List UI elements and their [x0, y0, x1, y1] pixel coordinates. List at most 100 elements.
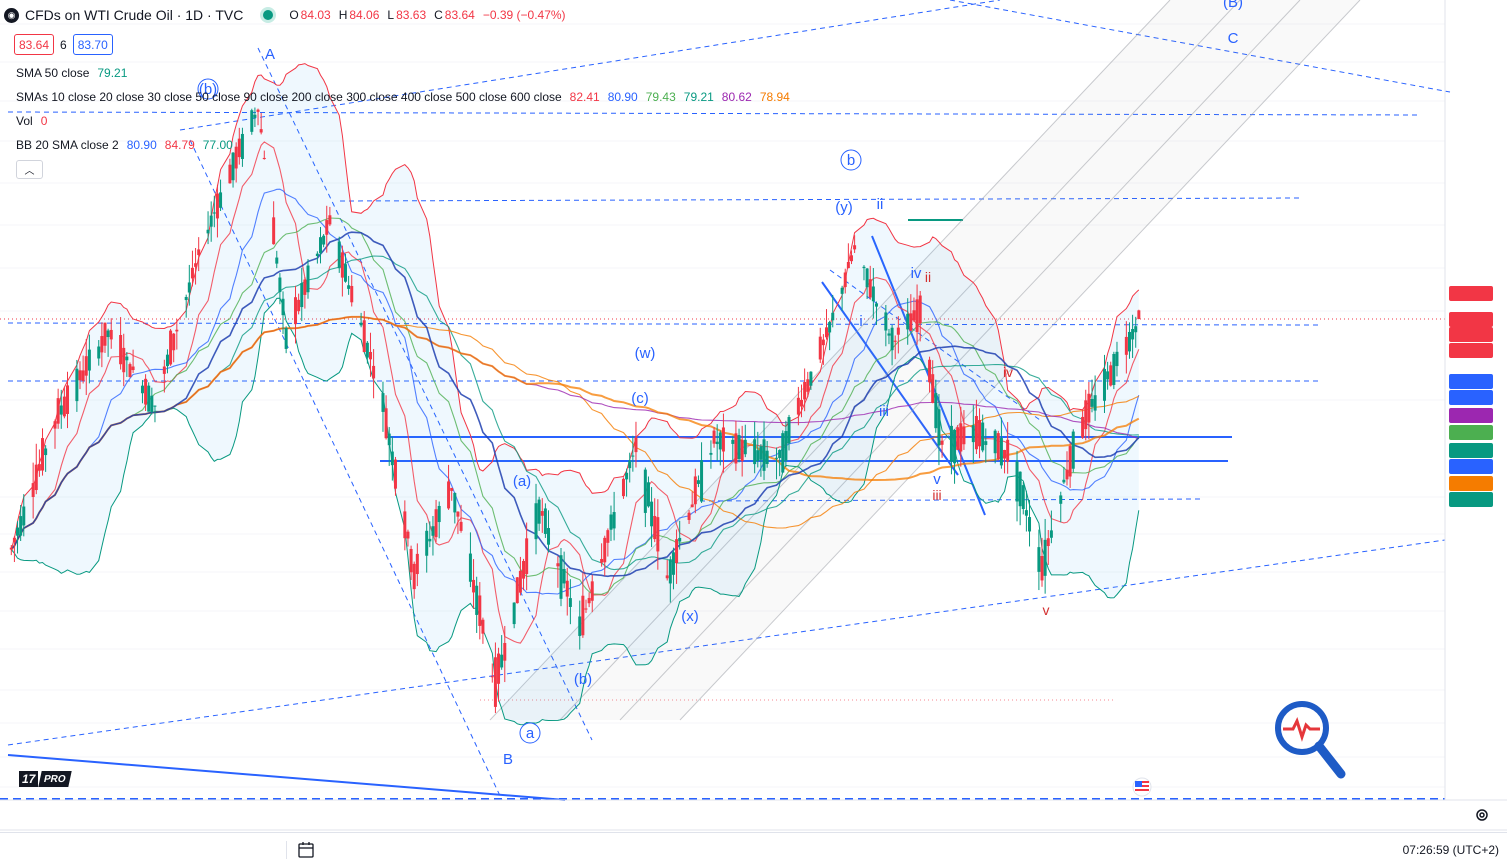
price-tag — [1449, 408, 1493, 423]
candle-body — [971, 425, 975, 443]
low-label: L — [387, 8, 395, 22]
buy-button[interactable]: 83.70 — [72, 34, 113, 55]
change-value: −0.39 (−0.47%) — [482, 8, 566, 22]
bollinger-fill — [11, 63, 1139, 725]
bollinger-bands — [10, 63, 1140, 726]
candle-body — [1115, 351, 1119, 367]
wave-label: a — [526, 725, 535, 742]
indicator-volume[interactable]: Vol 0 — [16, 114, 47, 128]
sell-button[interactable]: 83.64 — [14, 34, 55, 55]
collapse-indicators-button[interactable]: ︿ — [16, 160, 43, 179]
pitchfork-line — [679, 0, 1361, 721]
candle-body — [16, 527, 20, 536]
candle-body — [959, 423, 963, 452]
candle-body — [687, 512, 691, 520]
candle-body — [556, 563, 560, 567]
candle-body — [475, 585, 479, 615]
candle-body — [403, 511, 407, 539]
candle-body — [497, 653, 501, 684]
indicator-smas[interactable]: SMAs 10 close 20 close 30 close 50 close… — [16, 90, 790, 104]
candle-body — [119, 335, 123, 365]
candle-body — [319, 237, 323, 254]
candle-body — [1084, 400, 1088, 430]
settings-gear-icon[interactable] — [1474, 807, 1490, 823]
candle-body — [543, 508, 547, 534]
candle-body — [625, 472, 629, 480]
candle-body — [459, 521, 463, 531]
candle-body — [978, 420, 982, 447]
candle-body — [606, 530, 610, 543]
candle-body — [809, 371, 813, 386]
candle-body — [731, 439, 735, 444]
candle-body — [693, 476, 697, 505]
close-label: C — [434, 8, 443, 22]
ohlc-readout: O 84.03 H 84.06 L 83.63 C 83.64 −0.39 (−0.47… — [289, 8, 571, 22]
wave-label: i — [859, 313, 862, 330]
horizontal-level — [7, 322, 1321, 326]
candle-body — [584, 608, 588, 610]
candle-body — [678, 537, 682, 542]
candle-body — [821, 339, 825, 346]
candle-body — [169, 330, 173, 365]
horizontal-level — [339, 197, 1301, 202]
wave-label-circle — [197, 78, 219, 100]
candle-body — [303, 279, 307, 295]
wave-label: ii — [877, 196, 884, 213]
candle-body — [406, 531, 410, 539]
candle-body — [518, 570, 522, 593]
candle-body — [87, 349, 91, 371]
candle-body — [843, 272, 847, 288]
sma-value: 79.21 — [683, 90, 714, 104]
us-flag-event-icon[interactable] — [1127, 777, 1157, 797]
candle-body — [343, 264, 347, 282]
candle-body — [172, 333, 176, 351]
candle-body — [668, 559, 672, 584]
candle-body — [275, 257, 279, 264]
candle-body — [1134, 326, 1138, 333]
candle-body — [409, 548, 413, 573]
wave-label: A — [265, 46, 275, 63]
candle-body — [322, 235, 326, 245]
candle-body — [53, 421, 57, 429]
bottom-toolbar: 07:26:59 (UTC+2) — [0, 832, 1507, 865]
wave-labels: ABC(B)(b)(y) ii(w)(c)(a)(x)(b)abiivviiiii… — [197, 0, 1243, 768]
chevron-up-icon: ︿ — [24, 166, 35, 177]
candle-body — [468, 553, 472, 582]
candle-body — [1081, 416, 1085, 438]
wave-label: ii — [925, 269, 931, 285]
candle-body — [753, 439, 757, 465]
pitchfork-line — [489, 0, 1171, 721]
candle-body — [66, 385, 70, 414]
clock-timezone[interactable]: 07:26:59 (UTC+2) — [1402, 843, 1499, 857]
spread-value: 6 — [60, 37, 67, 52]
candle-body — [103, 322, 107, 346]
wave-label-circle — [840, 149, 862, 171]
wave-label: v — [1043, 602, 1050, 618]
calendar-goto-icon[interactable] — [297, 841, 315, 859]
candle-body — [272, 217, 276, 245]
candle-body — [447, 481, 451, 509]
candle-body — [228, 164, 232, 184]
candle-body — [284, 328, 288, 349]
candle-body — [996, 433, 1000, 460]
candle-body — [100, 336, 104, 353]
indicator-sma50[interactable]: SMA 50 close 79.21 — [16, 66, 127, 80]
wave-label: (b) — [574, 671, 592, 688]
price-tag — [1449, 390, 1493, 405]
indicator-bollinger[interactable]: BB 20 SMA close 2 80.90 84.79 77.00 — [16, 138, 233, 152]
candle-body — [918, 295, 922, 324]
candle-body — [231, 152, 235, 181]
candle-body — [700, 460, 704, 502]
symbol-title[interactable]: CFDs on WTI Crude Oil · 1D · TVC — [25, 7, 244, 23]
candle-body — [503, 642, 507, 661]
symbol-header[interactable]: ◉ CFDs on WTI Crude Oil · 1D · TVC O 84.0… — [4, 7, 572, 23]
candle-body — [22, 506, 26, 526]
candle-body — [175, 329, 179, 332]
candle-body — [743, 439, 747, 455]
candle-body — [953, 429, 957, 464]
candle-body — [387, 433, 391, 446]
candle-body — [565, 580, 569, 597]
wave-label: (x) — [681, 608, 699, 625]
candle-body — [696, 480, 700, 484]
